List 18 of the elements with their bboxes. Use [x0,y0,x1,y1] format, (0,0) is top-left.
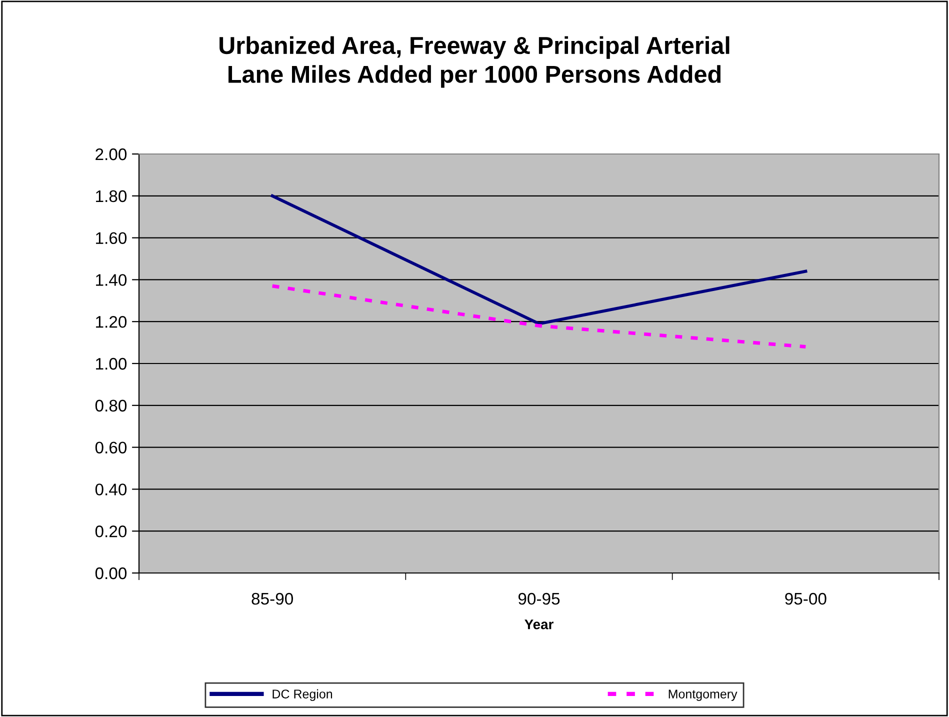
x-tick-label: 95-00 [785,592,826,605]
chart-title: Urbanized Area, Freeway & Principal Arterial Lane Miles Added per 1000 Persons Added [220,36,730,88]
y-tick-label: 1.00 [96,358,127,370]
y-tick-label: 2.00 [96,148,127,160]
y-tick-label: 0.40 [95,484,127,496]
legend-label: DC Region [272,689,332,701]
y-tick-label: 1.80 [96,190,127,202]
y-tick-label: 0.20 [95,526,127,538]
y-tick-label: 1.20 [96,316,127,328]
x-tick-label: 90-95 [518,592,560,605]
x-tick-label: 85-90 [252,592,293,605]
x-axis-title: Year [524,620,554,630]
y-tick-label: 0.80 [95,400,127,412]
y-tick-label: 1.60 [96,232,127,244]
y-tick-label: 0.60 [95,442,127,454]
legend-label: Montgomery [668,690,738,701]
y-tick-label: 1.40 [96,274,127,286]
y-tick-label: 0.00 [95,567,127,580]
